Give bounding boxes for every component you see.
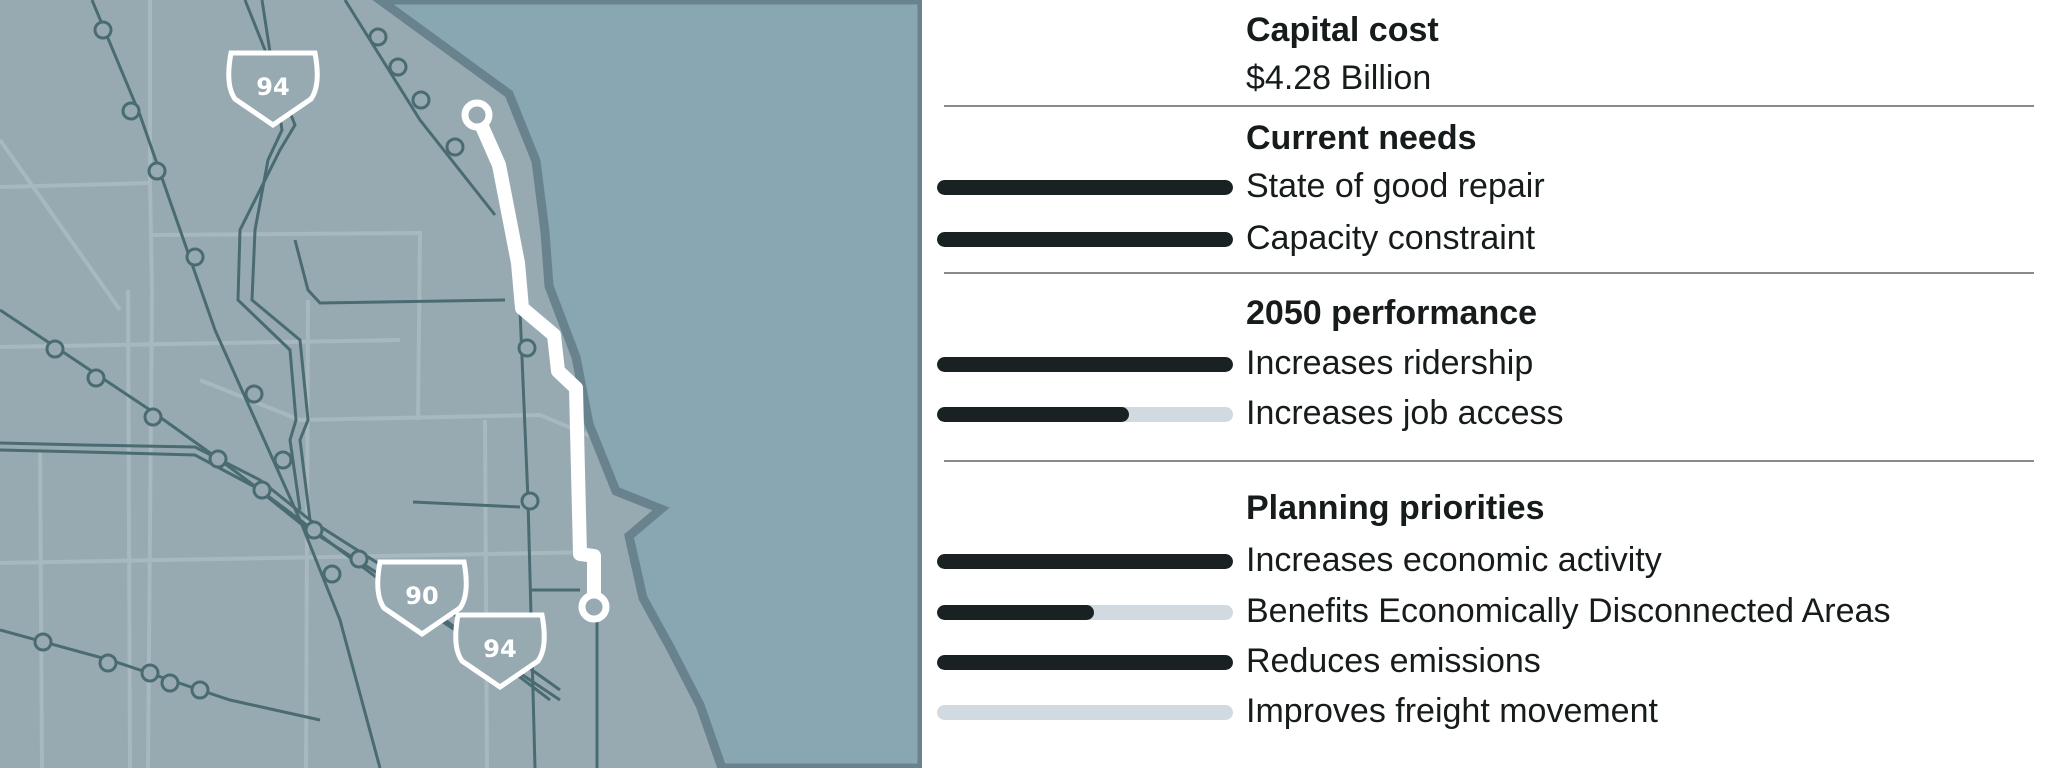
interstate-shield: 90 bbox=[375, 559, 469, 638]
shield-label: 94 bbox=[483, 635, 516, 663]
section-heading: Planning priorities bbox=[1246, 489, 1545, 527]
route-terminus-north bbox=[461, 99, 493, 131]
criterion-label: Benefits Economically Disconnected Areas bbox=[1246, 592, 1891, 630]
criterion-label: Increases ridership bbox=[1246, 344, 1534, 382]
interstate-shield: 94 bbox=[226, 50, 320, 129]
project-summary-panel: Capital cost $4.28 Billion Current needs… bbox=[922, 0, 2048, 768]
rating-bar-fill bbox=[937, 655, 1233, 670]
rating-bar-fill bbox=[937, 407, 1130, 422]
shield-label: 94 bbox=[256, 73, 289, 101]
rating-bar-fill bbox=[937, 605, 1094, 620]
rating-bar bbox=[937, 232, 1233, 247]
project-map: 94 90 94 bbox=[0, 0, 922, 768]
rating-bar-fill bbox=[937, 180, 1233, 195]
section-heading: Current needs bbox=[1246, 119, 1477, 157]
capital-cost-value: $4.28 Billion bbox=[1246, 59, 1432, 97]
stations bbox=[33, 20, 540, 700]
route-terminus-south bbox=[578, 591, 610, 623]
divider bbox=[944, 460, 2034, 462]
rating-bar bbox=[937, 705, 1233, 720]
rating-bar-fill bbox=[937, 357, 1233, 372]
rating-bar bbox=[937, 407, 1233, 422]
criterion-label: State of good repair bbox=[1246, 167, 1545, 205]
interstate-shield: 94 bbox=[453, 612, 547, 691]
rating-bar bbox=[937, 655, 1233, 670]
rating-bar bbox=[937, 605, 1233, 620]
section-heading: 2050 performance bbox=[1246, 294, 1538, 332]
divider bbox=[944, 272, 2034, 274]
project-route bbox=[470, 112, 601, 607]
criterion-label: Increases job access bbox=[1246, 394, 1564, 432]
criterion-label: Capacity constraint bbox=[1246, 219, 1536, 257]
divider bbox=[944, 105, 2034, 107]
rating-bar-fill bbox=[937, 554, 1233, 569]
rating-bar-fill bbox=[937, 232, 1233, 247]
criterion-label: Reduces emissions bbox=[1246, 642, 1541, 680]
rating-bar bbox=[937, 357, 1233, 372]
lake bbox=[372, 0, 922, 768]
criterion-label: Improves freight movement bbox=[1246, 692, 1658, 730]
rating-bar bbox=[937, 180, 1233, 195]
criterion-label: Increases economic activity bbox=[1246, 541, 1662, 579]
rating-bar bbox=[937, 554, 1233, 569]
capital-cost-heading: Capital cost bbox=[1246, 11, 1439, 49]
shield-label: 90 bbox=[405, 582, 438, 610]
